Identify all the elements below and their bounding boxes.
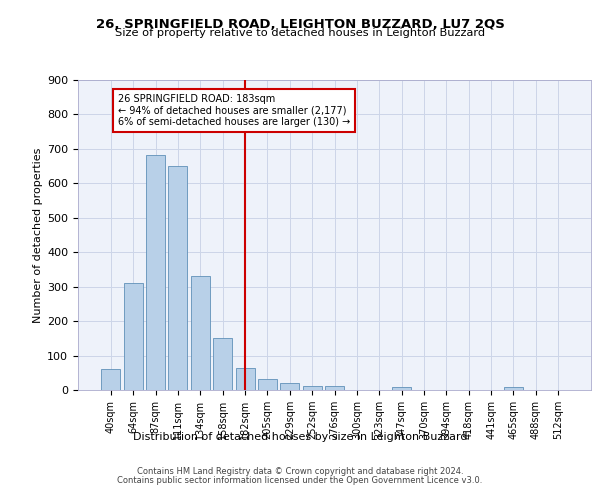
Bar xyxy=(146,154,165,390)
Bar xyxy=(236,368,254,390)
Text: Distribution of detached houses by size in Leighton Buzzard: Distribution of detached houses by size … xyxy=(133,432,467,442)
Bar xyxy=(101,368,121,390)
Bar xyxy=(325,386,344,390)
Text: 26 SPRINGFIELD ROAD: 183sqm
← 94% of detached houses are smaller (2,177)
6% of s: 26 SPRINGFIELD ROAD: 183sqm ← 94% of det… xyxy=(118,94,350,127)
Bar xyxy=(258,379,277,390)
Bar xyxy=(392,387,411,390)
Bar xyxy=(280,383,299,390)
Text: Contains public sector information licensed under the Open Government Licence v3: Contains public sector information licen… xyxy=(118,476,482,485)
Bar xyxy=(302,386,322,390)
Text: Contains HM Land Registry data © Crown copyright and database right 2024.: Contains HM Land Registry data © Crown c… xyxy=(137,467,463,476)
Bar xyxy=(169,166,187,390)
Bar xyxy=(191,276,210,390)
Text: 26, SPRINGFIELD ROAD, LEIGHTON BUZZARD, LU7 2QS: 26, SPRINGFIELD ROAD, LEIGHTON BUZZARD, … xyxy=(95,18,505,30)
Text: Size of property relative to detached houses in Leighton Buzzard: Size of property relative to detached ho… xyxy=(115,28,485,38)
Bar xyxy=(213,338,232,390)
Bar xyxy=(124,283,143,390)
Y-axis label: Number of detached properties: Number of detached properties xyxy=(33,148,43,322)
Bar xyxy=(504,386,523,390)
